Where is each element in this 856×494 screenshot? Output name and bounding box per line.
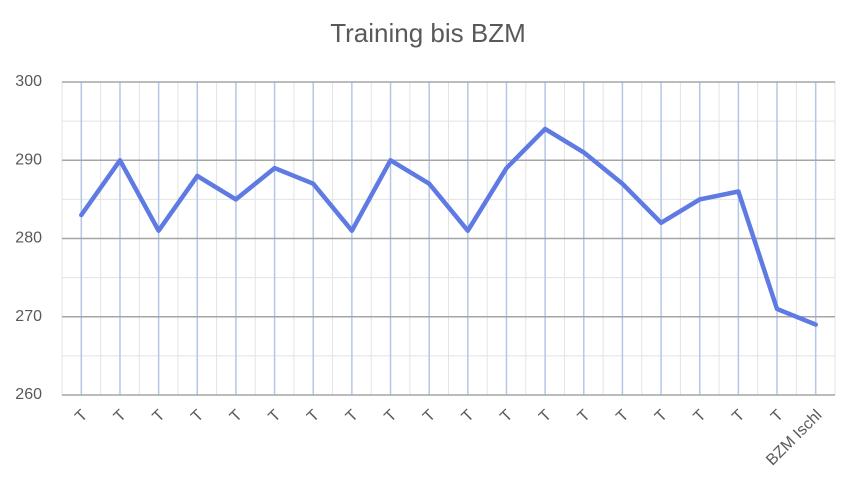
chart-title: Training bis BZM [330,18,526,48]
y-tick-label: 260 [15,386,42,403]
x-tick-label: T [613,407,632,426]
x-tick-label: T [343,407,362,426]
y-tick-label: 280 [15,230,42,247]
x-tick-label: T [111,407,130,426]
x-tick-label: T [227,407,246,426]
x-tick-label: T [729,407,748,426]
y-tick-label: 290 [15,151,42,168]
x-tick-label: T [149,407,168,426]
x-tick-label: T [575,407,594,426]
y-tick-label: 300 [15,73,42,90]
x-tick-label: T [420,407,439,426]
x-tick-label: T [497,407,516,426]
x-tick-label: T [459,407,478,426]
x-tick-label: T [768,407,787,426]
x-tick-label: T [188,407,207,426]
x-tick-label: T [536,407,555,426]
x-tick-label: T [72,407,91,426]
y-tick-label: 270 [15,308,42,325]
x-tick-label: T [265,407,284,426]
x-tick-label: T [381,407,400,426]
x-tick-label: T [304,407,323,426]
data-line [79,126,818,327]
x-tick-label: T [652,407,671,426]
x-tick-label: T [691,407,710,426]
